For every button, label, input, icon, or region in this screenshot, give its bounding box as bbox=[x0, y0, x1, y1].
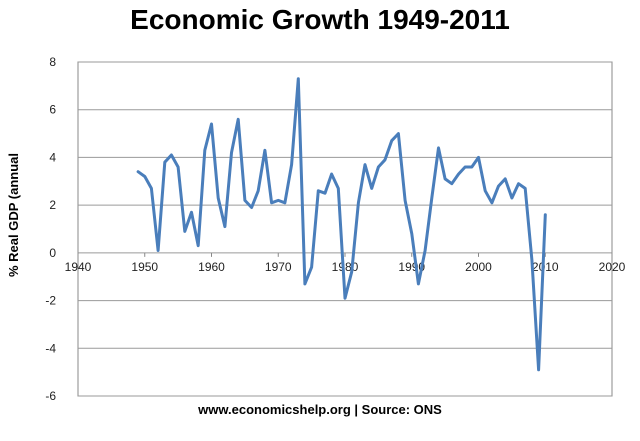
y-tick-label: 6 bbox=[49, 103, 56, 117]
x-tick-label: 1960 bbox=[198, 260, 225, 274]
x-tick-label: 1970 bbox=[265, 260, 292, 274]
chart-title: Economic Growth 1949-2011 bbox=[130, 4, 510, 35]
plot-area bbox=[77, 61, 613, 397]
y-tick-label: 0 bbox=[49, 246, 56, 260]
x-tick-label: 1980 bbox=[332, 260, 359, 274]
x-tick-label: 2020 bbox=[599, 260, 626, 274]
x-tick-label: 2000 bbox=[465, 260, 492, 274]
x-tick-label: 2010 bbox=[532, 260, 559, 274]
y-tick-label: 8 bbox=[49, 55, 56, 69]
series-line bbox=[136, 77, 547, 372]
y-tick-label: -6 bbox=[45, 389, 56, 403]
y-tick-label: 4 bbox=[49, 150, 56, 164]
y-tick-label: -2 bbox=[45, 294, 56, 308]
y-tick-label: 2 bbox=[49, 198, 56, 212]
source-note: www.economicshelp.org | Source: ONS bbox=[198, 402, 442, 417]
x-tick-label: 1950 bbox=[131, 260, 158, 274]
y-tick-label: -4 bbox=[45, 341, 56, 355]
x-tick-label: 1990 bbox=[398, 260, 425, 274]
x-tick-label: 1940 bbox=[65, 260, 92, 274]
